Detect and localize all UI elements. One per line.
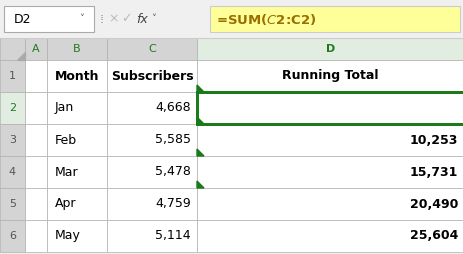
- Bar: [197, 220, 463, 252]
- Bar: [0, 60, 25, 92]
- Bar: [0, 124, 25, 156]
- Bar: [4, 6, 94, 32]
- Bar: [47, 92, 107, 124]
- Text: 25,604: 25,604: [409, 230, 457, 243]
- Text: Subscribers: Subscribers: [111, 70, 193, 83]
- Polygon shape: [197, 85, 204, 92]
- Bar: [0, 156, 25, 188]
- Bar: [47, 188, 107, 220]
- Text: Month: Month: [55, 70, 99, 83]
- Bar: [47, 124, 107, 156]
- Text: 4,668: 4,668: [418, 102, 457, 115]
- Text: ˅: ˅: [151, 14, 156, 24]
- Bar: [107, 124, 197, 156]
- Bar: [25, 220, 47, 252]
- Bar: [0, 0, 463, 38]
- Bar: [107, 92, 197, 124]
- Text: 5,114: 5,114: [155, 230, 191, 243]
- Bar: [197, 38, 463, 60]
- Text: 2: 2: [9, 103, 16, 113]
- Bar: [107, 220, 197, 252]
- Bar: [197, 92, 463, 124]
- Bar: [197, 60, 463, 92]
- Bar: [107, 188, 197, 220]
- Text: 3: 3: [9, 135, 16, 145]
- Bar: [47, 156, 107, 188]
- Bar: [47, 220, 107, 252]
- Bar: [25, 124, 47, 156]
- Text: May: May: [55, 230, 81, 243]
- Text: D: D: [325, 44, 334, 54]
- Text: Mar: Mar: [55, 166, 78, 179]
- Text: D2: D2: [14, 12, 31, 25]
- Text: C: C: [148, 44, 156, 54]
- Bar: [25, 188, 47, 220]
- Bar: [25, 60, 47, 92]
- Text: ˅: ˅: [79, 14, 84, 24]
- Text: fx: fx: [136, 12, 148, 25]
- Text: Running Total: Running Total: [282, 70, 378, 83]
- Text: Apr: Apr: [55, 198, 76, 211]
- Text: ⁞: ⁞: [100, 12, 104, 25]
- Text: Feb: Feb: [55, 134, 77, 147]
- Bar: [197, 124, 463, 156]
- Bar: [25, 156, 47, 188]
- Text: 15,731: 15,731: [409, 166, 457, 179]
- Bar: [0, 38, 25, 60]
- Text: A: A: [32, 44, 40, 54]
- Text: =SUM($C$2:C2): =SUM($C$2:C2): [216, 11, 316, 26]
- Text: B: B: [73, 44, 81, 54]
- Bar: [47, 60, 107, 92]
- Polygon shape: [197, 181, 204, 188]
- Text: 5,585: 5,585: [155, 134, 191, 147]
- Text: 10,253: 10,253: [409, 134, 457, 147]
- Polygon shape: [197, 149, 204, 156]
- Bar: [210, 6, 459, 32]
- Bar: [0, 220, 25, 252]
- Text: ✓: ✓: [120, 12, 131, 25]
- Bar: [197, 156, 463, 188]
- Text: 5: 5: [9, 199, 16, 209]
- Text: 6: 6: [9, 231, 16, 241]
- Polygon shape: [17, 52, 25, 60]
- Text: 1: 1: [9, 71, 16, 81]
- Bar: [197, 92, 463, 124]
- Text: ×: ×: [108, 12, 119, 25]
- Polygon shape: [197, 117, 204, 124]
- Text: 4: 4: [9, 167, 16, 177]
- Text: 4,759: 4,759: [155, 198, 191, 211]
- Bar: [107, 156, 197, 188]
- Text: 4,668: 4,668: [155, 102, 191, 115]
- Text: 5,478: 5,478: [155, 166, 191, 179]
- Text: 20,490: 20,490: [409, 198, 457, 211]
- Bar: [25, 92, 47, 124]
- Bar: [107, 38, 197, 60]
- Bar: [0, 188, 25, 220]
- Bar: [197, 188, 463, 220]
- Bar: [25, 38, 47, 60]
- Bar: [47, 38, 107, 60]
- Bar: [0, 92, 25, 124]
- Text: Jan: Jan: [55, 102, 74, 115]
- Bar: [107, 60, 197, 92]
